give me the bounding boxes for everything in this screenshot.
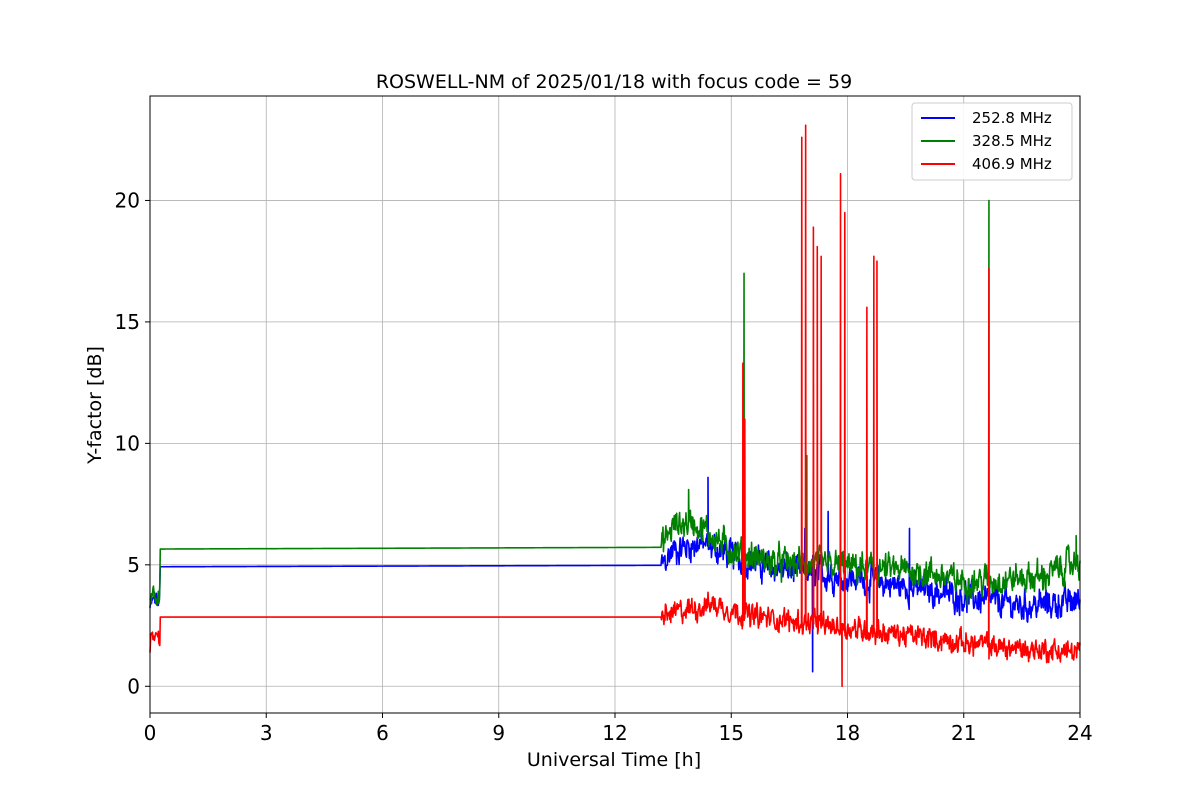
chart-title: ROSWELL-NM of 2025/01/18 with focus code… <box>376 71 852 93</box>
x-tick-label: 9 <box>492 721 505 745</box>
legend-entry: 406.9 MHz <box>972 155 1052 173</box>
x-tick-label: 24 <box>1067 721 1092 745</box>
x-tick-label: 15 <box>719 721 744 745</box>
y-tick-label: 20 <box>115 188 140 212</box>
x-tick-label: 18 <box>835 721 860 745</box>
legend-box <box>911 102 1073 181</box>
legend: 252.8 MHz 328.5 MHz 406.9 MHz <box>911 102 1073 181</box>
plot-lines <box>149 124 1081 688</box>
y-tick-label: 10 <box>115 431 140 455</box>
y-tick-label: 5 <box>127 553 140 577</box>
series-line-3 <box>149 124 1081 688</box>
y-tick-label: 0 <box>127 674 140 698</box>
x-tick-label: 21 <box>951 721 976 745</box>
x-tick-label: 3 <box>260 721 273 745</box>
legend-entry: 328.5 MHz <box>972 132 1052 150</box>
x-tick-label: 6 <box>376 721 389 745</box>
x-axis-label: Universal Time [h] <box>527 749 701 771</box>
y-axis-label: Y-factor [dB] <box>84 346 106 465</box>
axis-ticks: 0 3 6 9 12 15 18 21 24 0 5 10 15 20 <box>115 188 1093 745</box>
series-line-2 <box>149 199 1081 607</box>
y-tick-label: 15 <box>115 310 140 334</box>
x-tick-label: 12 <box>602 721 627 745</box>
x-tick-label: 0 <box>144 721 157 745</box>
legend-entry: 252.8 MHz <box>972 109 1052 127</box>
